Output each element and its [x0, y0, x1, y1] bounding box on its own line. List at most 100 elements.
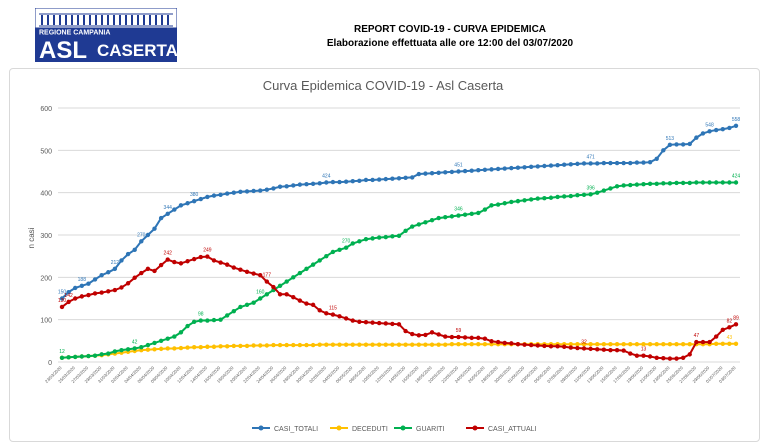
data-point-casi-attuali: [575, 345, 580, 351]
data-point-casi-attuali: [680, 355, 686, 360]
data-point-casi-totali: [337, 179, 342, 185]
data-point-guariti: [443, 215, 448, 220]
legend-item-casi-totali: CASI_TOTALI: [252, 425, 318, 433]
data-point-deceduti: [654, 342, 659, 347]
logo-column: [77, 15, 79, 25]
data-point-guariti: [79, 354, 85, 359]
data-point-casi-totali: [588, 161, 593, 166]
data-point-casi-totali: [152, 226, 157, 231]
data-point-casi-attuali: [99, 290, 104, 295]
data-point-guariti: [383, 234, 388, 240]
data-point-deceduti: [621, 342, 626, 347]
data-point-guariti: [720, 180, 725, 185]
data-point-deceduti: [211, 344, 217, 349]
data-point-casi-totali: [449, 169, 455, 175]
data-point-deceduti: [297, 342, 303, 348]
y-tick-label: 400: [40, 191, 52, 198]
data-point-casi-totali: [462, 168, 468, 174]
data-point-guariti: [436, 215, 441, 221]
data-point-casi-totali: [139, 239, 144, 244]
data-point-deceduti: [575, 342, 580, 347]
data-point-guariti: [106, 351, 111, 356]
data-label: 43: [727, 335, 733, 341]
data-point-casi-attuali: [191, 256, 197, 262]
data-label: 396: [586, 185, 595, 191]
data-point-casi-attuali: [410, 331, 415, 337]
data-label: 160: [256, 290, 265, 296]
data-point-guariti: [363, 237, 369, 242]
chart-title: Curva Epidemica COVID-19 - Asl Caserta: [263, 78, 504, 93]
logo-column: [137, 15, 139, 25]
data-point-casi-totali: [396, 176, 402, 181]
data-point-guariti: [542, 195, 547, 201]
data-point-casi-totali: [561, 162, 567, 167]
chart-container: [9, 68, 760, 442]
asl-caserta-logo: REGIONE CAMPANIA ASL CASERTA: [35, 8, 177, 62]
data-point-guariti: [575, 193, 580, 198]
legend-marker: [258, 425, 264, 431]
data-point-guariti: [614, 184, 620, 189]
data-point-casi-totali: [264, 187, 270, 192]
data-point-deceduti: [145, 347, 151, 352]
data-point-casi-totali: [502, 166, 507, 171]
data-point-guariti: [330, 249, 336, 255]
data-point-casi-totali: [456, 169, 461, 174]
logo-region-text: REGIONE CAMPANIA: [39, 30, 110, 37]
data-point-casi-attuali: [324, 311, 329, 316]
data-point-casi-totali: [106, 270, 111, 275]
data-point-deceduti: [178, 345, 184, 351]
data-point-casi-attuali: [443, 334, 448, 339]
data-point-guariti: [561, 194, 567, 199]
data-point-casi-attuali: [548, 344, 554, 349]
data-point-casi-totali: [231, 190, 237, 195]
report-subtitle: Elaborazione effettuata alle ore 12:00 d…: [326, 38, 574, 49]
data-point-guariti: [482, 207, 488, 212]
data-point-casi-totali: [489, 167, 494, 172]
data-point-casi-attuali: [482, 336, 488, 341]
data-point-guariti: [145, 342, 151, 348]
data-point-casi-attuali: [59, 304, 65, 310]
data-label: 32: [581, 339, 587, 345]
data-point-deceduti: [443, 342, 448, 347]
data-point-deceduti: [482, 342, 488, 347]
logo-column: [125, 15, 127, 25]
data-point-deceduti: [581, 342, 587, 347]
logo-column: [53, 15, 55, 25]
data-point-casi-attuali: [462, 335, 468, 340]
data-point-casi-totali: [172, 207, 177, 212]
data-point-casi-totali: [92, 277, 98, 282]
data-point-casi-totali: [310, 181, 316, 186]
legend-item-casi-attuali: CASI_ATTUALI: [466, 425, 537, 433]
data-point-casi-totali: [581, 161, 587, 166]
data-point-casi-totali: [680, 142, 686, 147]
logo-city-text: CASERTA: [97, 41, 177, 60]
data-point-guariti: [628, 182, 633, 188]
data-point-casi-attuali: [66, 299, 71, 305]
data-point-guariti: [291, 275, 296, 280]
logo-column: [131, 15, 133, 25]
data-point-casi-totali: [191, 198, 197, 204]
data-label: 42: [132, 339, 138, 345]
data-label: 13: [641, 347, 647, 353]
data-point-casi-attuali: [595, 347, 600, 352]
data-point-casi-totali: [515, 165, 521, 170]
data-point-casi-totali: [575, 161, 580, 167]
data-point-deceduti: [376, 342, 382, 347]
data-point-casi-attuali: [370, 320, 375, 325]
data-label: 548: [705, 122, 714, 128]
data-point-deceduti: [423, 342, 428, 347]
data-point-casi-totali: [707, 129, 712, 134]
data-point-casi-attuali: [621, 348, 626, 353]
logo-column: [89, 15, 91, 25]
data-point-casi-attuali: [79, 294, 85, 299]
data-point-deceduti: [416, 342, 422, 347]
data-point-casi-totali: [185, 201, 190, 206]
data-label: 98: [198, 312, 204, 318]
data-point-deceduti: [687, 342, 692, 347]
data-point-guariti: [132, 346, 137, 351]
data-point-casi-attuali: [205, 254, 210, 259]
data-point-casi-totali: [548, 163, 554, 168]
legend-label: DECEDUTI: [352, 426, 388, 433]
data-point-casi-totali: [370, 177, 375, 183]
data-point-guariti: [396, 233, 402, 239]
